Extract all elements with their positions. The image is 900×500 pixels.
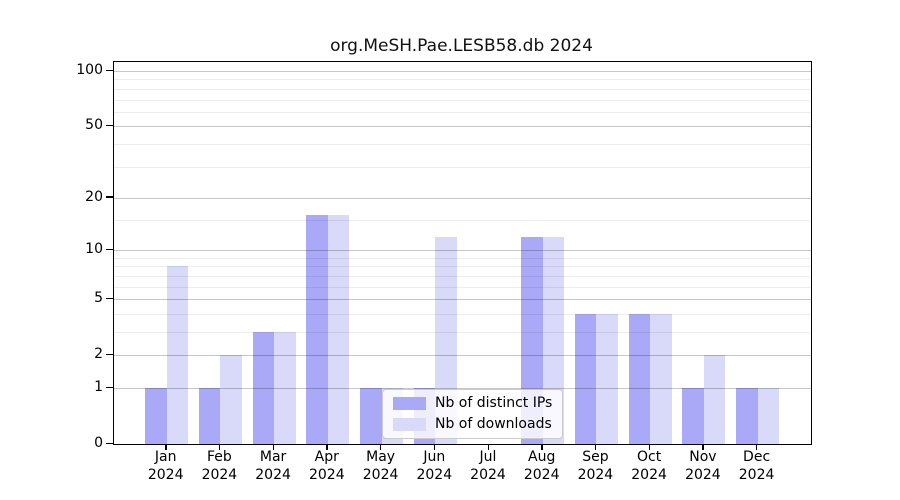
legend-label-distinct-ips: Nb of distinct IPs xyxy=(435,395,553,411)
gridline-minor xyxy=(114,219,811,221)
x-tick-label: Feb 2024 xyxy=(201,449,238,483)
y-tick-label: 5 xyxy=(94,290,103,307)
x-tick-mark xyxy=(272,444,274,450)
gridline-minor xyxy=(114,88,811,90)
gridline-minor xyxy=(114,275,811,277)
gridline-minor xyxy=(114,143,811,145)
y-tick-mark xyxy=(106,297,113,300)
bar-downloads-dec xyxy=(757,388,780,444)
y-tick-mark xyxy=(106,124,113,127)
legend-label-downloads: Nb of downloads xyxy=(435,416,552,432)
x-tick-mark xyxy=(541,444,543,450)
gridline-minor xyxy=(114,79,811,81)
x-tick-mark xyxy=(165,444,167,450)
gridline-minor xyxy=(114,111,811,113)
y-tick-label: 20 xyxy=(85,188,103,205)
bar-ips-oct xyxy=(628,313,651,444)
legend-swatch-distinct-ips xyxy=(393,397,426,410)
gridline-major xyxy=(114,71,811,72)
gridline-minor xyxy=(114,313,811,315)
y-tick-mark xyxy=(106,442,113,444)
y-tick-label: 10 xyxy=(85,241,103,258)
gridline-minor xyxy=(114,332,811,333)
x-tick-mark xyxy=(756,444,758,450)
gridline-minor xyxy=(114,286,811,288)
x-tick-mark xyxy=(487,444,489,450)
x-tick-label: Aug 2024 xyxy=(523,449,560,483)
y-tick-mark xyxy=(106,196,113,198)
bar-ips-sep xyxy=(574,313,597,444)
gridline-minor xyxy=(114,99,811,101)
x-tick-label: Jan 2024 xyxy=(147,449,184,483)
bar-downloads-apr xyxy=(327,215,350,444)
y-tick-mark xyxy=(106,69,113,71)
bar-ips-mar xyxy=(252,332,275,444)
y-tick-label: 0 xyxy=(94,435,103,451)
bar-downloads-oct xyxy=(650,313,672,444)
bar-downloads-feb xyxy=(220,355,242,444)
gridline-minor xyxy=(114,166,811,168)
gridline-minor xyxy=(114,266,811,268)
x-tick-label: Apr 2024 xyxy=(308,449,345,483)
x-tick-label: Nov 2024 xyxy=(685,449,721,483)
y-tick-label: 1 xyxy=(94,379,103,395)
y-tick-mark xyxy=(106,386,113,388)
x-tick-label: Oct 2024 xyxy=(631,449,667,483)
x-tick-mark xyxy=(326,444,328,450)
x-tick-mark xyxy=(648,444,650,450)
plot-area xyxy=(113,61,812,445)
bar-ips-may xyxy=(360,388,382,444)
x-tick-label: Dec 2024 xyxy=(738,449,775,483)
y-tick-mark xyxy=(106,248,113,251)
legend-item-distinct-ips: Nb of distinct IPs xyxy=(393,395,552,412)
y-tick-label: 2 xyxy=(94,346,103,363)
x-tick-label: Jul 2024 xyxy=(470,449,506,483)
y-tick-label: 100 xyxy=(76,62,103,78)
gridline-major xyxy=(114,126,811,128)
bar-ips-jan xyxy=(145,388,167,444)
bar-downloads-jan xyxy=(166,266,189,444)
x-tick-mark xyxy=(218,444,221,450)
legend-swatch-downloads xyxy=(393,418,426,431)
x-tick-label: Mar 2024 xyxy=(255,449,291,483)
x-tick-mark xyxy=(702,444,704,450)
chart-title: org.MeSH.Pae.LESB58.db 2024 xyxy=(330,36,593,56)
legend: Nb of distinct IPs Nb of downloads xyxy=(382,389,564,439)
y-tick-label: 50 xyxy=(85,117,103,134)
x-tick-label: Jun 2024 xyxy=(416,449,453,483)
gridline-major xyxy=(114,197,811,199)
gridline-minor xyxy=(114,257,811,259)
bar-ips-feb xyxy=(198,388,221,444)
x-tick-label: May 2024 xyxy=(362,449,399,483)
bar-downloads-mar xyxy=(274,332,296,444)
bar-downloads-sep xyxy=(596,313,618,444)
x-tick-mark xyxy=(433,444,436,450)
bar-ips-apr xyxy=(306,215,328,444)
bar-downloads-nov xyxy=(703,355,726,444)
gridline-major xyxy=(114,250,811,252)
x-tick-label: Sep 2024 xyxy=(577,449,614,483)
gridline-major xyxy=(114,299,811,301)
bar-ips-nov xyxy=(682,388,704,444)
y-tick-mark xyxy=(106,353,113,356)
x-tick-mark xyxy=(594,444,597,450)
bar-ips-dec xyxy=(736,388,758,444)
x-tick-mark xyxy=(380,444,382,450)
legend-item-downloads: Nb of downloads xyxy=(393,416,552,433)
